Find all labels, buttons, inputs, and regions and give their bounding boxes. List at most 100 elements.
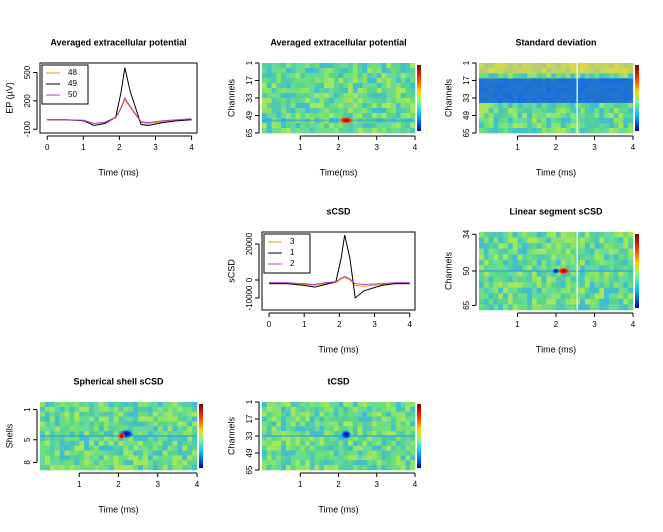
heatmap-cell	[177, 431, 183, 437]
heatmap-cell	[391, 98, 397, 104]
heatmap-cell	[599, 237, 605, 244]
heatmap-cell	[517, 103, 523, 109]
heatmap-cell	[522, 243, 528, 250]
heatmap-cell	[319, 63, 325, 69]
heatmap-cell	[575, 232, 581, 238]
heatmap-cell	[367, 465, 373, 471]
heatmap-cell	[517, 287, 523, 294]
heatmap-cell	[266, 83, 272, 89]
heatmap-cell	[565, 128, 571, 134]
heatmap-cell	[522, 276, 528, 283]
heatmap-cell	[192, 450, 198, 456]
heatmap-cell	[357, 113, 363, 119]
heatmap-cell	[570, 248, 576, 255]
heatmap-cell	[262, 63, 268, 69]
heatmap-cell	[589, 265, 595, 272]
heatmap-cell	[128, 402, 134, 408]
heatmap-cell	[560, 276, 566, 283]
heatmap-cell	[305, 123, 311, 129]
heatmap-cell	[192, 402, 198, 408]
heatmap-cell	[309, 411, 315, 417]
heatmap-cell	[352, 445, 358, 451]
heatmap-cell	[328, 421, 335, 427]
heatmap-cell	[628, 113, 634, 119]
heatmap-cell	[285, 78, 291, 84]
heatmap-cell	[357, 98, 363, 104]
heatmap-cell	[40, 445, 46, 451]
heatmap-cell	[295, 128, 301, 134]
heatmap-cell	[560, 128, 566, 134]
heatmap-cell	[400, 108, 406, 114]
x-tick-label: 2	[554, 143, 559, 152]
heatmap-cell	[328, 123, 335, 129]
heatmap-cell	[613, 248, 619, 255]
heatmap-cell	[305, 98, 311, 104]
heatmap-cell	[281, 455, 287, 461]
heatmap-cell	[560, 282, 566, 289]
heatmap-cell	[300, 93, 306, 99]
heatmap-cell	[152, 455, 159, 461]
heatmap-cell	[192, 455, 198, 461]
heatmap-cell	[162, 436, 168, 442]
heatmap-cell	[580, 118, 586, 124]
heatmap-cell	[309, 416, 315, 422]
heatmap-cell	[271, 440, 277, 447]
heatmap-cell	[305, 450, 311, 456]
heatmap-cell	[147, 460, 154, 466]
heatmap-cell	[386, 113, 392, 119]
heatmap-cell	[560, 123, 566, 129]
heatmap-cell	[49, 460, 56, 466]
heatmap-cell	[143, 465, 149, 471]
heatmap-cell	[348, 103, 354, 109]
heatmap-cell	[143, 426, 149, 432]
heatmap-cell	[98, 455, 105, 461]
heatmap-cell	[177, 426, 183, 432]
heatmap-cell	[74, 421, 80, 427]
heatmap-cell	[108, 445, 114, 451]
heatmap-cell	[118, 416, 124, 422]
heatmap-cell	[522, 108, 528, 114]
heatmap-cell	[182, 455, 188, 461]
heatmap-cell	[343, 78, 349, 84]
heatmap-cell	[512, 298, 518, 305]
heatmap-cell	[343, 83, 349, 89]
heatmap-cell	[182, 460, 188, 466]
heatmap-cell	[333, 93, 339, 99]
heatmap-cell	[40, 450, 46, 456]
heatmap-cell	[266, 406, 272, 413]
heatmap-cell	[276, 421, 282, 427]
heatmap-cell	[556, 103, 562, 109]
heatmap-cell	[328, 78, 335, 84]
heatmap-cell	[328, 431, 335, 437]
heatmap-cell	[362, 416, 368, 422]
heatmap-cell	[300, 406, 306, 413]
heatmap-cell	[546, 293, 552, 300]
heatmap-cell	[362, 123, 368, 129]
heatmap-cell	[271, 78, 277, 84]
heatmap-cell	[362, 63, 368, 69]
heatmap-cell	[295, 416, 301, 422]
heatmap-cell	[357, 83, 363, 89]
heatmap-cell	[386, 411, 392, 417]
heatmap-cell	[152, 411, 159, 417]
y-tick-label: 65	[245, 465, 254, 474]
heatmap-cell	[371, 88, 378, 94]
heatmap-cell	[295, 123, 301, 129]
heatmap-cell	[276, 455, 282, 461]
heatmap-cell	[262, 68, 268, 74]
heatmap-cell	[319, 436, 325, 442]
heatmap-cell	[527, 271, 533, 277]
heatmap-cell	[522, 73, 528, 79]
heatmap-cell	[386, 431, 392, 437]
heatmap-cell	[546, 287, 552, 294]
heatmap-cell	[493, 248, 499, 255]
legend-label: 2	[290, 259, 295, 268]
heatmap-cell	[483, 254, 489, 261]
heatmap-cell	[381, 63, 387, 69]
heatmap-cell	[98, 406, 105, 413]
heatmap-cell	[172, 411, 178, 417]
heatmap-cell	[479, 73, 485, 79]
heatmap-cell	[565, 118, 571, 124]
heatmap-cell	[352, 78, 358, 84]
heatmap-cell	[314, 436, 320, 442]
